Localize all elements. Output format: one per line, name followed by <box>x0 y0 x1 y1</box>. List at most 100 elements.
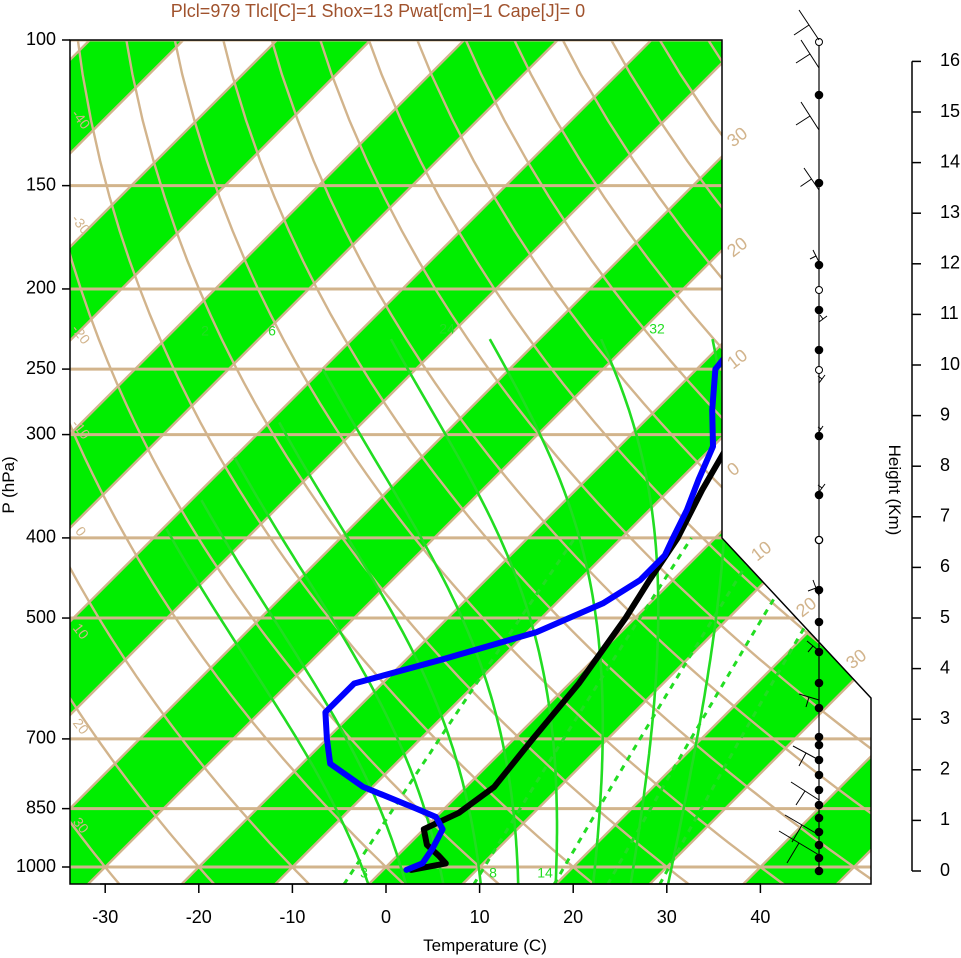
dry-adiabat <box>408 40 871 884</box>
mixing-ratio-label: 14 <box>537 865 553 881</box>
height-tick-label: 3 <box>940 708 950 728</box>
dry-adiabat <box>121 40 712 884</box>
height-tick-label: 9 <box>940 404 950 424</box>
y-axis-label: P (hPa) <box>0 456 18 513</box>
mixing-ratio-label: 8 <box>489 865 497 881</box>
height-tick-label: 4 <box>940 657 950 677</box>
wind-level-dot <box>814 490 824 500</box>
wind-barb-flag <box>819 314 824 320</box>
isotherm-line <box>70 40 639 884</box>
wind-barb-column <box>778 9 828 876</box>
dry-adiabat <box>74 40 616 884</box>
wind-level-dot <box>814 178 824 188</box>
wind-level-marker <box>815 366 823 374</box>
wind-level-dot <box>814 785 824 795</box>
dry-adiabat <box>70 40 328 884</box>
temperature-profile <box>408 40 871 873</box>
wind-level-dot <box>814 800 824 810</box>
isotherm-line <box>70 40 733 884</box>
pressure-tick-label: 250 <box>26 358 56 378</box>
dry-adiabat <box>70 40 231 884</box>
mixing-ratio-labels: 2 6 24 32 3 8 14 <box>201 321 665 881</box>
moist-adiabat <box>165 528 370 884</box>
pressure-tick-label: 200 <box>26 278 56 298</box>
temperature-tick-label: 30 <box>657 907 677 927</box>
mixing-ratio-label: 3 <box>360 865 368 881</box>
pressure-tick-label: 850 <box>26 797 56 817</box>
moist-adiabat <box>278 421 483 884</box>
height-tick-label: 10 <box>940 354 960 374</box>
adiabat-label: 10 <box>723 345 751 373</box>
isotherm-band <box>70 40 638 884</box>
wind-barb-flag <box>805 696 810 708</box>
plot-frame <box>69 39 872 885</box>
adiabat-label: 10 <box>747 537 775 565</box>
wind-barb-flag <box>795 790 806 806</box>
mixing-ratio-label: 6 <box>268 323 276 339</box>
height-tick-label: 7 <box>940 506 950 526</box>
moist-adiabat <box>200 499 408 884</box>
wind-level-dot <box>814 740 824 750</box>
height-tick-label: 0 <box>940 860 950 880</box>
mixing-ratio-line <box>342 537 577 884</box>
wind-barb-flag <box>807 587 817 592</box>
isotherm-bands <box>70 0 961 901</box>
height-tick-label: 11 <box>940 303 959 323</box>
wind-level-dot <box>814 732 824 742</box>
height-tick-label: 14 <box>940 151 960 171</box>
height-tick-label: 16 <box>940 50 960 70</box>
temperature-tick-label: -30 <box>92 907 118 927</box>
wind-level-marker <box>815 38 823 46</box>
isotherm-band <box>70 40 451 884</box>
moist-adiabat <box>233 457 445 884</box>
temperature-tick-label: 20 <box>563 907 583 927</box>
height-tick-label: 5 <box>940 607 950 627</box>
isotherm-band <box>913 0 961 901</box>
mixing-ratio-label: 24 <box>439 321 455 337</box>
wind-level-marker <box>815 536 823 544</box>
adiabat-label: 30 <box>842 645 870 673</box>
isotherm-line <box>70 40 452 884</box>
temperature-tick-label: -20 <box>186 907 212 927</box>
wind-level-dot <box>814 853 824 863</box>
isotherm-band <box>539 40 871 884</box>
isotherm-band <box>70 40 77 884</box>
temperature-tick-label: 10 <box>470 907 490 927</box>
chart-title: Plcl=979 Tlcl[C]=1 Shox=13 Pwat[cm]=1 Ca… <box>171 1 585 21</box>
isotherm-line <box>70 40 265 884</box>
moist-adiabat <box>321 368 520 884</box>
pressure-tick-label: 500 <box>26 607 56 627</box>
wind-level-dot <box>814 813 824 823</box>
wind-barb-flag <box>791 824 803 843</box>
wind-barb-flag <box>786 842 800 864</box>
temperature-axis: -30 -20 -10 0 10 20 30 40 <box>92 883 770 927</box>
temperature-tick-label: -10 <box>279 907 305 927</box>
wind-level-dot <box>814 827 824 837</box>
wind-level-dot <box>814 770 824 780</box>
x-axis-label: Temperature (C) <box>423 936 547 955</box>
moist-adiabat <box>599 338 660 884</box>
wind-barb-flag <box>795 115 811 126</box>
dry-adiabat <box>743 40 871 884</box>
wind-barb-flag <box>793 24 810 36</box>
height-tick-label: 1 <box>940 809 950 829</box>
wind-level-dot <box>814 678 824 688</box>
mixing-ratio-line <box>606 537 813 884</box>
isotherm-line <box>70 40 78 884</box>
adiabat-label: 0 <box>723 458 743 480</box>
isotherm-label: 50 <box>766 50 788 72</box>
adiabat-label: 20 <box>723 233 751 261</box>
wind-barb-flag <box>798 752 807 767</box>
pressure-axis: 100 150 200 250 300 400 500 700 850 1000 <box>16 29 70 876</box>
pressure-tick-label: 700 <box>26 728 56 748</box>
wind-barb-flag <box>800 178 812 187</box>
wind-barb-flag <box>817 375 823 380</box>
pressure-tick-label: 400 <box>26 527 56 547</box>
dry-adiabat <box>70 40 520 884</box>
isotherm-label: 20 <box>70 715 92 737</box>
mixing-ratio-label: 32 <box>649 321 665 337</box>
wind-level-dot <box>814 703 824 713</box>
